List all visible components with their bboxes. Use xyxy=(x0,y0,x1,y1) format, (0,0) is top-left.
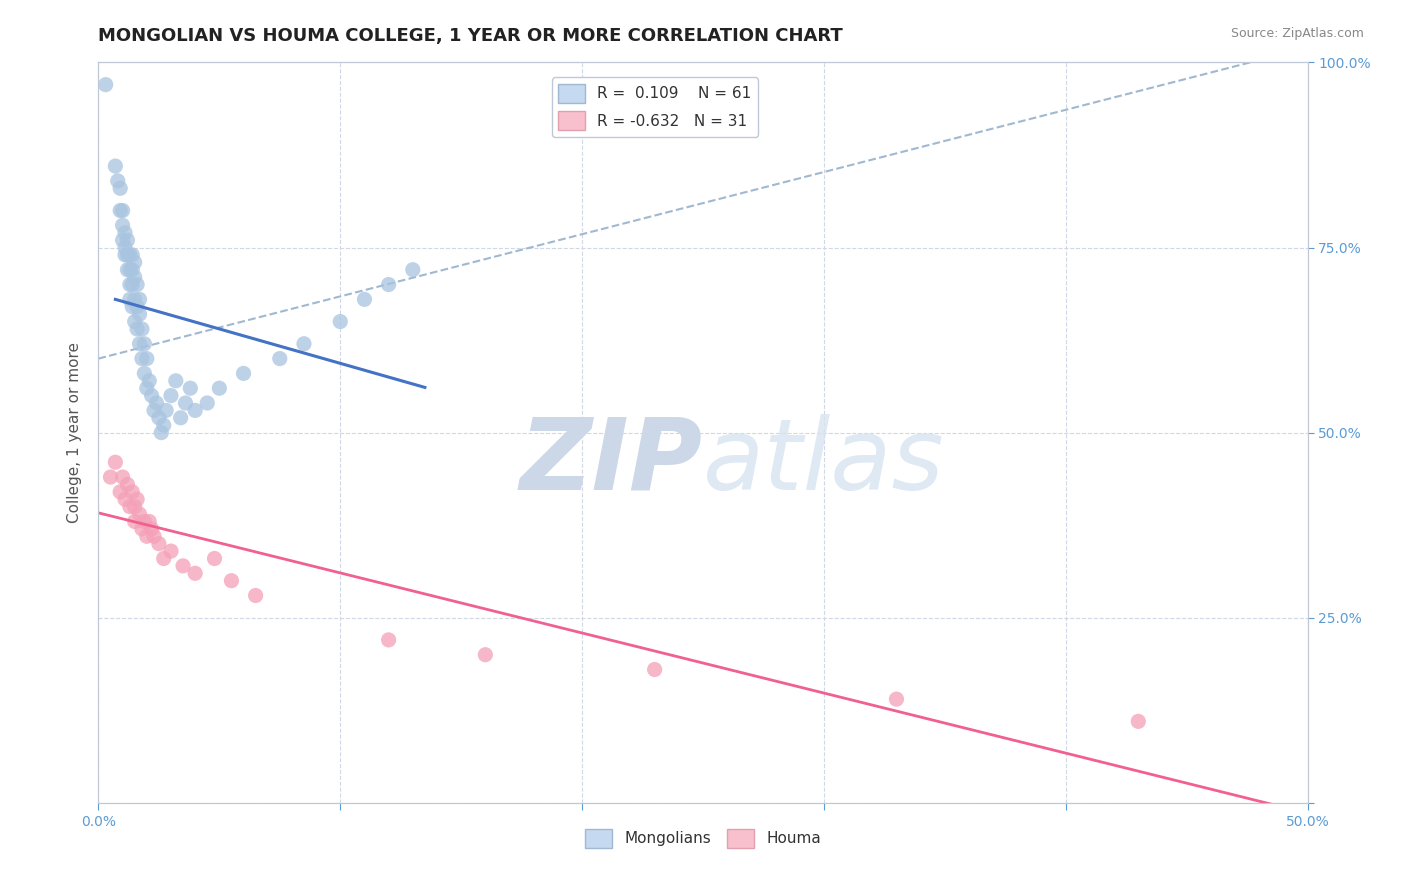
Point xyxy=(644,663,666,677)
Point xyxy=(111,203,134,218)
Text: ZIP: ZIP xyxy=(520,414,703,511)
Point xyxy=(195,396,218,410)
Point xyxy=(135,529,157,543)
Point xyxy=(107,174,129,188)
Point xyxy=(184,566,207,581)
Point xyxy=(121,484,143,499)
Point xyxy=(128,307,150,321)
Point xyxy=(111,233,134,247)
Point xyxy=(108,181,131,195)
Point xyxy=(118,293,141,307)
Point xyxy=(118,277,141,292)
Point xyxy=(131,351,153,366)
Point xyxy=(127,300,149,314)
Point xyxy=(128,507,150,521)
Point xyxy=(402,262,425,277)
Point xyxy=(114,226,136,240)
Point xyxy=(138,374,160,388)
Point xyxy=(104,159,127,173)
Point xyxy=(184,403,207,417)
Point xyxy=(114,240,136,255)
Y-axis label: College, 1 year or more: College, 1 year or more xyxy=(67,343,83,523)
Point xyxy=(208,381,231,395)
Point xyxy=(124,255,146,269)
Point xyxy=(127,322,149,336)
Point xyxy=(94,78,117,92)
Point xyxy=(118,262,141,277)
Point xyxy=(292,336,315,351)
Point xyxy=(117,262,139,277)
Point xyxy=(111,219,134,233)
Point xyxy=(245,589,267,603)
Point xyxy=(117,477,139,491)
Point xyxy=(121,300,143,314)
Point xyxy=(165,374,187,388)
Point xyxy=(141,522,163,536)
Point xyxy=(118,248,141,262)
Point xyxy=(377,277,399,292)
Point xyxy=(377,632,399,647)
Point xyxy=(143,529,166,543)
Legend: Mongolians, Houma: Mongolians, Houma xyxy=(579,822,827,855)
Point xyxy=(121,277,143,292)
Point xyxy=(138,515,160,529)
Point xyxy=(108,203,131,218)
Point xyxy=(134,515,156,529)
Point xyxy=(135,351,157,366)
Point xyxy=(141,388,163,402)
Point xyxy=(148,410,170,425)
Point xyxy=(121,262,143,277)
Point xyxy=(104,455,127,469)
Point xyxy=(128,336,150,351)
Point xyxy=(114,492,136,507)
Point xyxy=(172,558,194,573)
Point xyxy=(117,248,139,262)
Point xyxy=(117,233,139,247)
Point xyxy=(152,418,174,433)
Point xyxy=(145,396,167,410)
Point xyxy=(108,484,131,499)
Point xyxy=(155,403,177,417)
Point xyxy=(135,381,157,395)
Point xyxy=(134,336,156,351)
Point xyxy=(131,522,153,536)
Point xyxy=(111,470,134,484)
Point xyxy=(121,248,143,262)
Point xyxy=(204,551,226,566)
Point xyxy=(179,381,201,395)
Point xyxy=(169,410,191,425)
Text: atlas: atlas xyxy=(703,414,945,511)
Point xyxy=(143,403,166,417)
Point xyxy=(131,322,153,336)
Point xyxy=(232,367,254,381)
Point xyxy=(269,351,291,366)
Point xyxy=(160,388,183,402)
Point xyxy=(118,500,141,514)
Point xyxy=(124,500,146,514)
Point xyxy=(150,425,173,440)
Point xyxy=(128,293,150,307)
Point xyxy=(127,277,149,292)
Point xyxy=(148,536,170,550)
Point xyxy=(174,396,197,410)
Text: Source: ZipAtlas.com: Source: ZipAtlas.com xyxy=(1230,27,1364,40)
Point xyxy=(124,515,146,529)
Point xyxy=(124,314,146,328)
Point xyxy=(100,470,122,484)
Point xyxy=(221,574,243,588)
Point xyxy=(134,367,156,381)
Point xyxy=(474,648,496,662)
Point xyxy=(152,551,174,566)
Point xyxy=(124,293,146,307)
Text: MONGOLIAN VS HOUMA COLLEGE, 1 YEAR OR MORE CORRELATION CHART: MONGOLIAN VS HOUMA COLLEGE, 1 YEAR OR MO… xyxy=(98,27,844,45)
Point xyxy=(114,248,136,262)
Point xyxy=(127,492,149,507)
Point xyxy=(124,270,146,285)
Point xyxy=(1128,714,1150,729)
Point xyxy=(329,314,352,328)
Point xyxy=(886,692,908,706)
Point xyxy=(160,544,183,558)
Point xyxy=(353,293,375,307)
